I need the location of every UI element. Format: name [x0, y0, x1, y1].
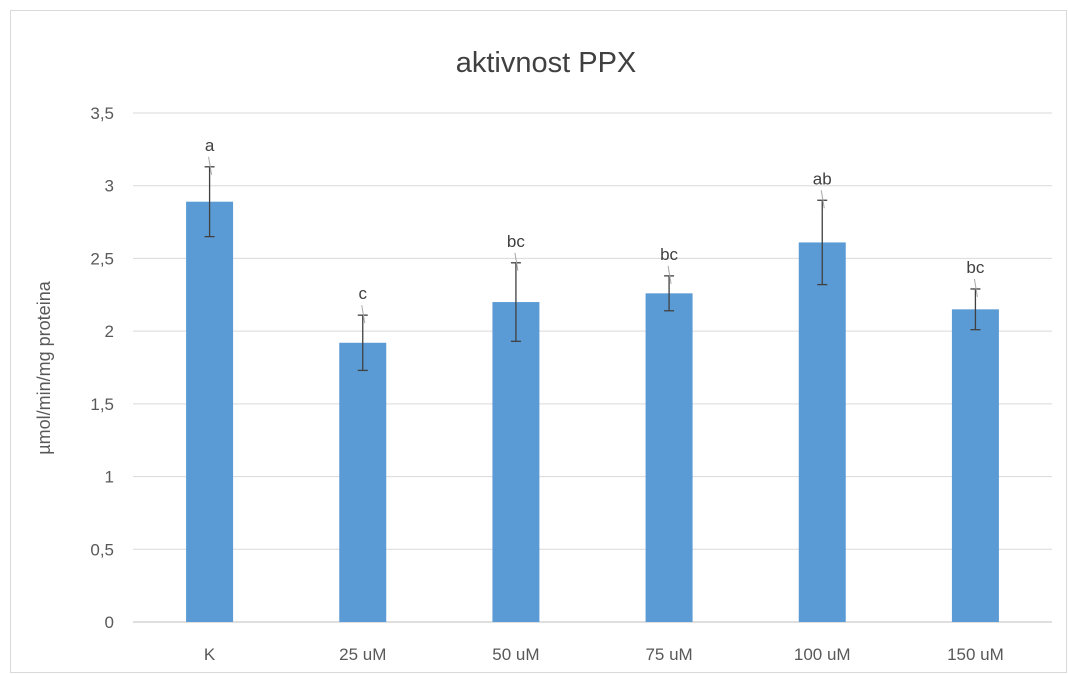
- x-tick-label: 25 uM: [339, 645, 386, 664]
- bars: [186, 201, 999, 622]
- x-tick-label: K: [204, 645, 216, 664]
- bar: [645, 293, 693, 622]
- annotation-leader: [361, 305, 366, 324]
- data-annotation: ab: [813, 169, 832, 188]
- data-annotation: bc: [660, 245, 678, 264]
- annotation-leader: [514, 252, 519, 271]
- data-annotation: bc: [507, 232, 525, 251]
- annotation-leader: [973, 278, 978, 298]
- data-annotations: a c bc bc ab bc: [205, 136, 985, 324]
- y-tick-label: 2: [105, 322, 114, 341]
- x-tick-label: 75 uM: [645, 645, 692, 664]
- error-bars: [204, 166, 981, 372]
- bar: [951, 309, 999, 622]
- annotation-leader: [667, 265, 672, 284]
- data-annotation: c: [359, 284, 368, 303]
- y-tick-label: 0,5: [90, 540, 114, 559]
- x-tick-label: 150 uM: [947, 645, 1004, 664]
- y-tick-label: 3: [105, 177, 114, 196]
- annotation-leader: [208, 156, 213, 175]
- y-axis-ticks: 0 0,5 1 1,5 2 2,5 3 3,5: [90, 104, 114, 632]
- gridlines: [133, 112, 1052, 623]
- y-axis-label: µmol/min/mg proteina: [34, 280, 54, 454]
- y-tick-label: 2,5: [90, 249, 114, 268]
- data-annotation: bc: [966, 258, 984, 277]
- x-tick-label: 50 uM: [492, 645, 539, 664]
- bar: [339, 342, 387, 622]
- bar: [798, 242, 846, 622]
- data-annotation: a: [205, 136, 215, 155]
- y-tick-label: 1,5: [90, 395, 114, 414]
- bar: [492, 302, 540, 622]
- bar: [186, 201, 234, 622]
- y-tick-label: 1: [105, 468, 114, 487]
- chart-title: aktivnost PPX: [456, 47, 637, 79]
- y-tick-label: 3,5: [90, 104, 114, 123]
- x-tick-label: 100 uM: [794, 645, 851, 664]
- x-axis-ticks: K 25 uM 50 uM 75 uM 100 uM 150 uM: [204, 645, 1004, 664]
- annotation-leader: [820, 190, 825, 209]
- y-tick-label: 0: [105, 613, 114, 632]
